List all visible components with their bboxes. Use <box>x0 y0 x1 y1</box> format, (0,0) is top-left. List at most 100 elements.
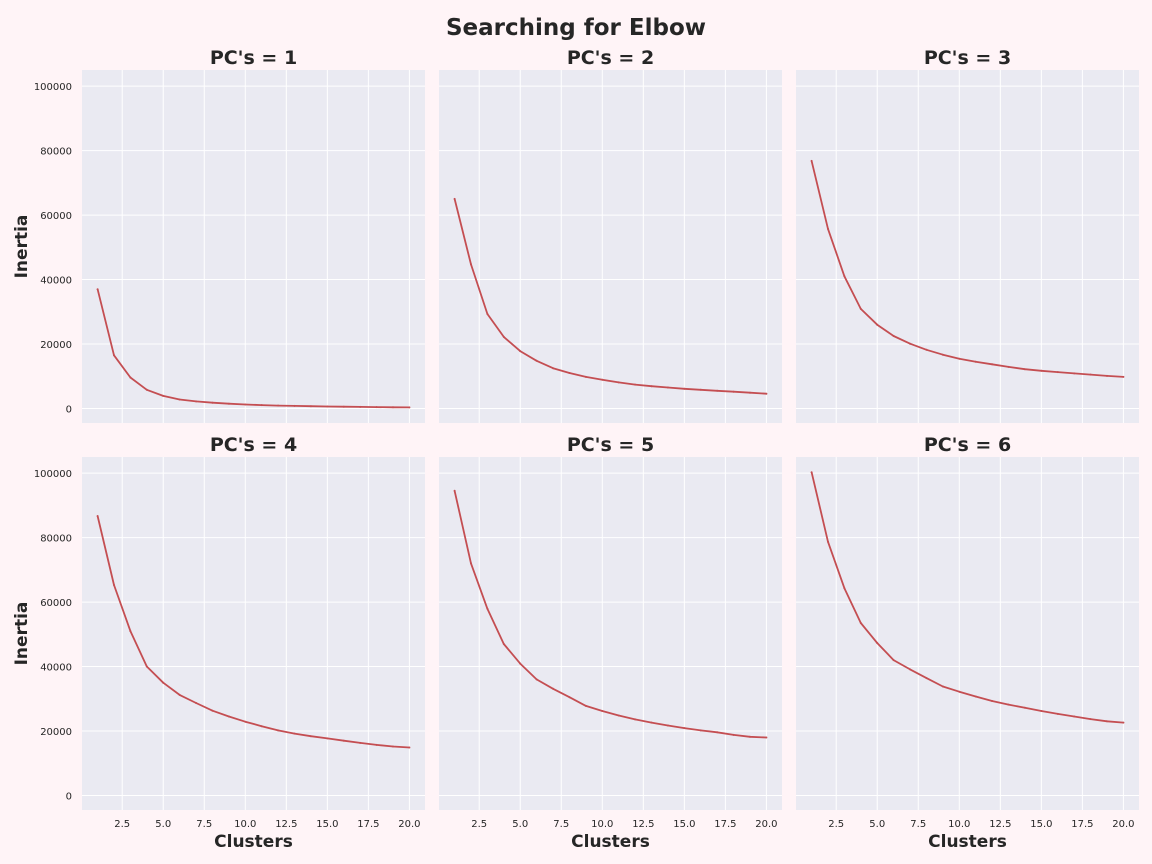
data-point <box>453 197 456 200</box>
data-point <box>1089 718 1092 721</box>
y-tick-label: 80000 <box>40 147 72 158</box>
data-point <box>244 720 247 723</box>
data-point <box>683 727 686 730</box>
data-point <box>732 390 735 393</box>
data-point <box>765 736 768 739</box>
inertia-line <box>810 160 1124 378</box>
subplot-title: PC's = 4 <box>210 434 297 456</box>
data-point <box>716 731 719 734</box>
data-point <box>601 378 604 381</box>
data-point <box>113 354 115 357</box>
data-point <box>535 359 538 362</box>
x-tick-label: 2.5 <box>114 819 130 830</box>
axes-background <box>796 70 1139 423</box>
data-point <box>843 275 846 278</box>
data-point <box>359 405 362 408</box>
data-point <box>162 681 165 684</box>
data-point <box>260 404 263 407</box>
data-point <box>958 357 961 360</box>
x-tick-label: 2.5 <box>471 819 487 830</box>
y-tick-label: 0 <box>66 791 72 802</box>
data-point <box>227 402 230 405</box>
data-point <box>470 562 472 565</box>
data-point <box>749 391 751 394</box>
data-point <box>502 335 505 338</box>
data-point <box>974 360 977 363</box>
subplot-grid: 0 20000 40000 60000 80000 100000 PC's = 1 Inert… <box>12 47 1139 852</box>
subplot-1: 0 20000 40000 60000 80000 100000 PC's = 1 Inert… <box>12 47 425 423</box>
data-point <box>129 376 132 379</box>
data-point <box>892 659 895 662</box>
data-point <box>1040 369 1043 372</box>
data-point <box>991 700 994 702</box>
x-tick-label: 5.0 <box>155 819 171 830</box>
axes-background <box>82 70 425 423</box>
data-point <box>810 159 813 162</box>
data-point <box>765 392 768 395</box>
data-point <box>342 739 345 742</box>
x-tick-label: 20.0 <box>755 819 777 830</box>
data-point <box>178 693 181 696</box>
data-point <box>974 695 977 698</box>
y-tick-label: 60000 <box>40 598 72 609</box>
data-point <box>666 386 669 389</box>
x-tick-label: 20.0 <box>398 819 420 830</box>
data-point <box>876 642 879 644</box>
data-point <box>827 540 829 543</box>
data-point <box>925 677 928 680</box>
data-point <box>666 724 669 727</box>
data-point <box>227 715 230 718</box>
data-point <box>958 690 961 693</box>
data-point <box>1122 721 1125 724</box>
axes-background <box>796 457 1139 810</box>
data-point <box>486 313 489 315</box>
data-point <box>617 381 620 384</box>
data-point <box>1007 365 1010 368</box>
data-point <box>1073 715 1076 718</box>
data-point <box>749 735 751 738</box>
y-tick-label: 100000 <box>34 469 72 480</box>
data-point <box>941 685 944 688</box>
data-point <box>392 406 394 409</box>
data-point <box>195 702 198 704</box>
data-point <box>991 363 994 366</box>
subplot-6: 2.5 5.0 7.5 10.0 12.5 15.0 17.5 20.0 PC's = 6 Clu… <box>796 434 1139 852</box>
subplot-title: PC's = 2 <box>567 47 654 69</box>
subplot-5: 2.5 5.0 7.5 10.0 12.5 15.0 17.5 20.0 PC's = 5 Clu… <box>439 434 782 852</box>
data-point <box>519 662 522 665</box>
subplot-3: PC's = 3 <box>796 47 1139 423</box>
data-point <box>375 406 378 409</box>
data-point <box>925 348 928 351</box>
data-point <box>1023 706 1026 709</box>
data-point <box>892 335 895 337</box>
data-point <box>568 372 571 374</box>
x-tick-label: 15.0 <box>1030 819 1052 830</box>
data-point <box>732 733 735 736</box>
x-tick-label: 15.0 <box>673 819 695 830</box>
data-point <box>552 687 555 690</box>
data-point <box>699 729 702 732</box>
data-point <box>601 710 604 712</box>
y-axis-label: Inertia <box>12 602 32 666</box>
x-tick-label: 12.5 <box>632 819 654 830</box>
data-point <box>876 323 879 326</box>
data-point <box>1106 374 1108 377</box>
data-point <box>909 668 912 671</box>
data-point <box>535 678 538 681</box>
data-point <box>650 721 653 724</box>
data-point <box>584 375 587 378</box>
data-point <box>359 741 362 744</box>
data-point <box>244 403 247 406</box>
y-tick-label: 100000 <box>34 82 72 93</box>
data-point <box>211 709 214 712</box>
y-axis-label: Inertia <box>12 215 32 279</box>
data-point <box>1007 703 1010 706</box>
x-tick-label: 17.5 <box>1071 819 1093 830</box>
data-point <box>408 746 411 749</box>
data-point <box>519 350 522 353</box>
data-point <box>859 307 862 310</box>
x-tick-label: 7.5 <box>910 819 926 830</box>
data-point <box>178 398 181 401</box>
inertia-line <box>810 471 1124 724</box>
